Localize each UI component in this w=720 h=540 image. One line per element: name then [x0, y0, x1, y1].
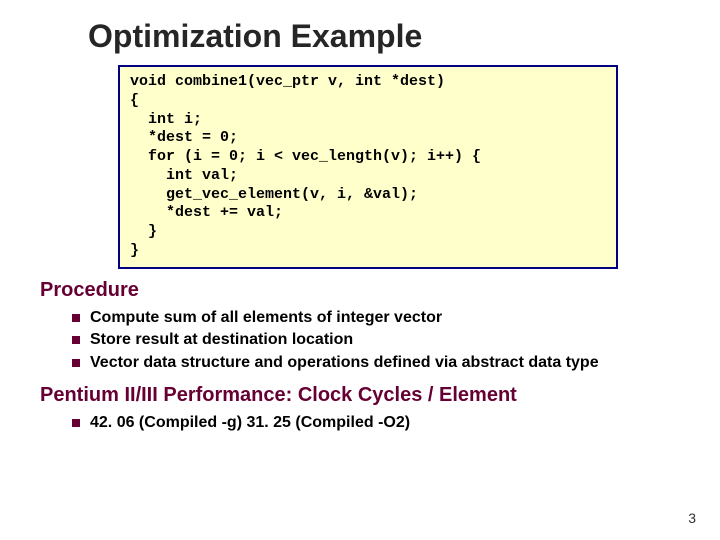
- bullet-text: 42. 06 (Compiled -g) 31. 25 (Compiled -O…: [90, 413, 410, 434]
- section-heading-performance: Pentium II/III Performance: Clock Cycles…: [40, 384, 692, 407]
- bullet-text: Vector data structure and operations def…: [90, 353, 599, 374]
- code-block: void combine1(vec_ptr v, int *dest) { in…: [118, 65, 618, 269]
- bullet-text: Store result at destination location: [90, 330, 353, 351]
- list-item: Compute sum of all elements of integer v…: [72, 308, 692, 329]
- bullet-square-icon: [72, 419, 80, 427]
- list-item: Store result at destination location: [72, 330, 692, 351]
- bullet-square-icon: [72, 359, 80, 367]
- page-number: 3: [688, 510, 696, 526]
- slide-title: Optimization Example: [88, 18, 692, 55]
- bullet-list-performance: 42. 06 (Compiled -g) 31. 25 (Compiled -O…: [72, 413, 692, 434]
- bullet-square-icon: [72, 336, 80, 344]
- bullet-list-procedure: Compute sum of all elements of integer v…: [72, 308, 692, 374]
- bullet-text: Compute sum of all elements of integer v…: [90, 308, 442, 329]
- slide-container: Optimization Example void combine1(vec_p…: [0, 0, 720, 540]
- list-item: Vector data structure and operations def…: [72, 353, 692, 374]
- bullet-square-icon: [72, 314, 80, 322]
- list-item: 42. 06 (Compiled -g) 31. 25 (Compiled -O…: [72, 413, 692, 434]
- section-heading-procedure: Procedure: [40, 279, 692, 302]
